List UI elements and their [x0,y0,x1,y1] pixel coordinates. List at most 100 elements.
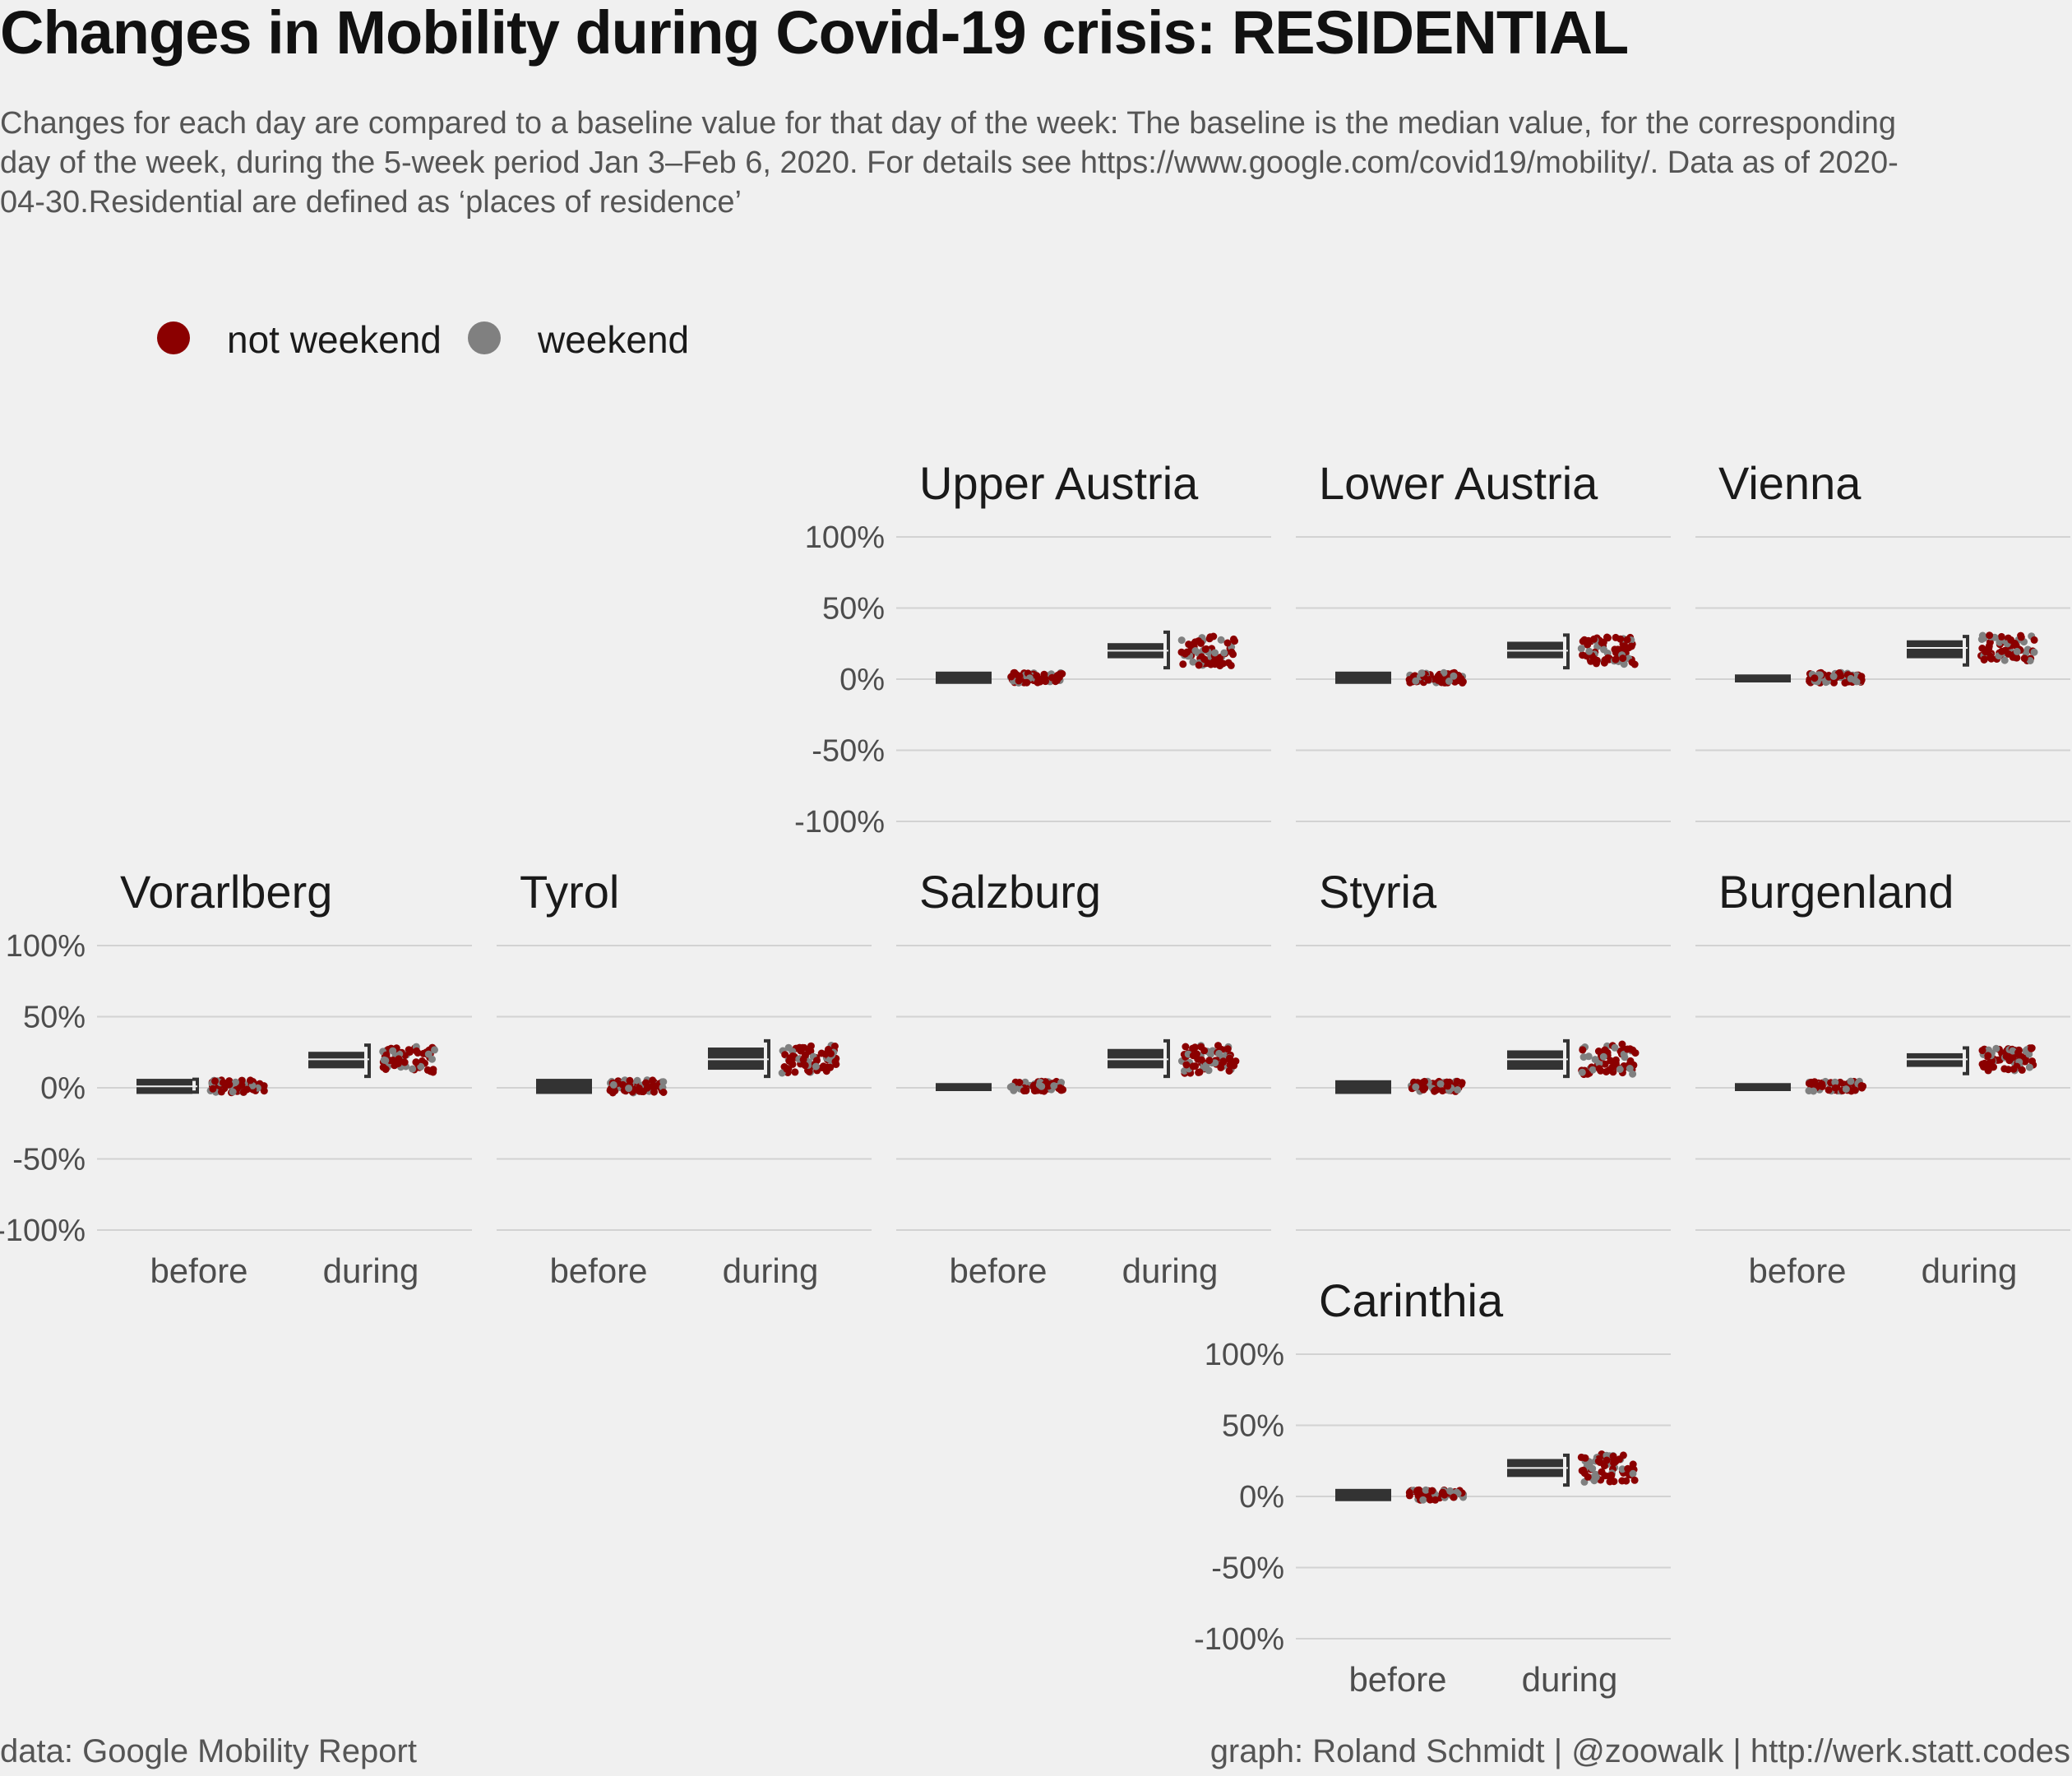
point [2000,656,2009,664]
point [382,1066,390,1073]
point [1033,672,1041,680]
point [417,1062,425,1071]
point [801,1061,809,1070]
point [1421,1084,1429,1092]
point [1436,1080,1445,1088]
point [831,1057,839,1066]
point [1031,1087,1039,1094]
point [1614,645,1622,654]
point [1053,672,1061,679]
point [1197,639,1205,647]
point [1612,655,1620,664]
point [2025,1063,2033,1071]
point [1591,1056,1599,1064]
point [1982,648,1990,656]
point [1629,1070,1637,1078]
caption-source: data: Google Mobility Report [0,1733,417,1769]
box-before [1335,671,1391,684]
whisker-during [1963,635,1969,667]
facet-title: Tyrol [520,866,619,918]
point [1415,1487,1423,1495]
point [1191,1043,1199,1052]
y-tick-label: -100% [0,1214,86,1248]
point [791,1068,799,1076]
point [1182,1043,1190,1051]
point [813,1057,821,1065]
point [1590,635,1598,643]
x-tick-label: before [549,1251,647,1290]
box-before [1735,1083,1791,1091]
point [1205,1057,1214,1065]
point [643,1084,651,1092]
point [650,1088,658,1096]
point [1023,678,1031,687]
whisker-during [1963,1046,1969,1075]
point [1624,1464,1632,1473]
point [1584,1473,1592,1481]
point [2030,636,2038,644]
point [1618,1040,1626,1048]
point [1585,647,1593,655]
facet-title: Lower Austria [1319,457,1598,509]
facet-tyrol: Tyrol before during [497,866,872,1290]
point [1584,1052,1593,1061]
point [1818,1082,1826,1090]
point [1585,1459,1593,1468]
point [1219,659,1227,668]
facet-title: Upper Austria [919,457,1199,509]
point [2026,657,2034,664]
x-tick-label: during [723,1251,819,1290]
point [1616,1455,1623,1464]
point [1223,1045,1232,1053]
point [1607,1471,1616,1479]
point [633,1076,641,1085]
point [1195,661,1203,669]
point [1428,1487,1436,1495]
facet-upper-austria: Upper Austria 100% 50% 0% -50% -100% [794,457,1271,839]
point [1977,636,1986,643]
box-before [1335,1080,1391,1094]
box-before [1335,1488,1391,1501]
legend-weekend-swatch [468,321,501,354]
point [1627,642,1635,650]
point [219,1079,227,1087]
facet-title: Salzburg [919,866,1101,918]
point [1825,1086,1833,1094]
point [785,1057,793,1065]
x-tick-label: during [1922,1251,2018,1290]
point [1992,1044,2000,1052]
point [1978,1047,1986,1055]
point [1418,669,1426,678]
point [1851,1086,1859,1094]
point [1446,1487,1455,1495]
point [609,1080,617,1089]
point [1601,1472,1609,1480]
point [1621,645,1630,653]
point [1610,1478,1618,1486]
box-during [1907,640,1963,659]
point [1600,1462,1608,1470]
point [1990,1063,1997,1071]
point [1984,1066,1992,1075]
point [2013,647,2021,655]
point [1847,1077,1855,1085]
legend-weekend-label: weekend [537,318,689,361]
point [1630,660,1639,668]
point [626,1076,634,1085]
box-before [936,1083,992,1091]
point [431,1046,438,1054]
caption-credit: graph: Roland Schmidt | @zoowalk | http:… [1209,1733,2070,1769]
legend-not-weekend-swatch [157,321,190,354]
x-tick-label: before [150,1251,247,1290]
y-tick-label: -50% [12,1143,86,1177]
facet-vienna: Vienna [1695,457,2070,822]
point [259,1084,267,1092]
point [820,1062,827,1071]
point [1603,1068,1610,1075]
point [1021,1078,1029,1086]
facet-vorarlberg: Vorarlberg 100% 50% 0% -50% -100% before during [0,866,472,1290]
point [1579,1046,1587,1054]
point [1600,645,1607,654]
point [1412,1083,1420,1091]
